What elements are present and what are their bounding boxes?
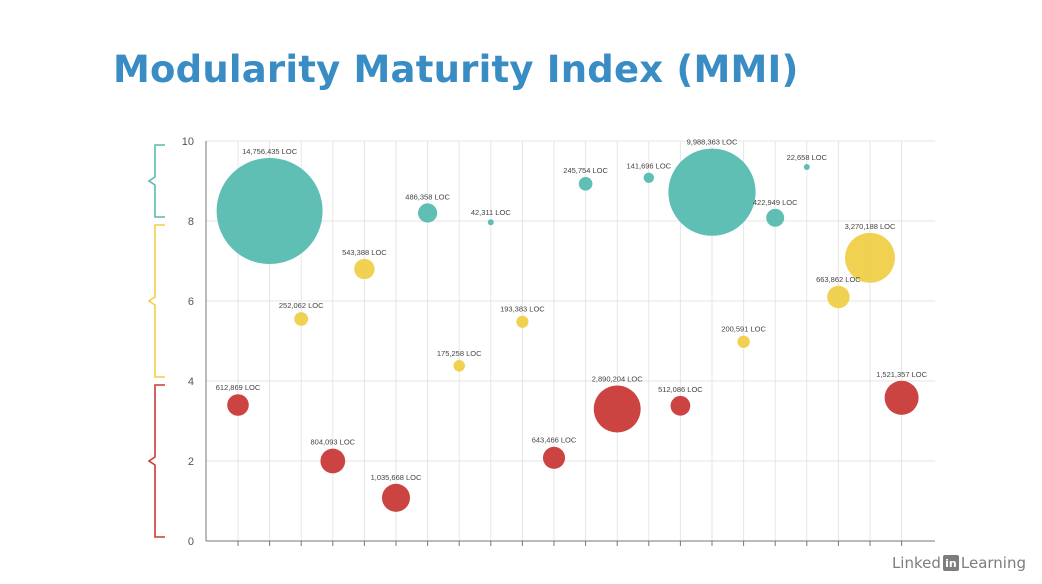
bubble-14 <box>643 172 654 183</box>
y-tick-label-10: 10 <box>182 136 194 148</box>
linkedin-logo-icon: in <box>942 555 959 571</box>
bubble-8 <box>453 360 465 372</box>
bubble-10 <box>516 315 529 328</box>
bubble-label-18: 422,949 LOC <box>753 198 798 207</box>
bubble-label-19: 22,658 LOC <box>787 153 828 162</box>
bubble-label-22: 1,521,357 LOC <box>876 370 927 379</box>
bubble-4 <box>320 448 346 474</box>
bubble-label-14: 141,696 LOC <box>626 162 671 171</box>
bubble-16 <box>668 148 756 236</box>
bubble-label-1: 612,869 LOC <box>216 383 261 392</box>
bubble-label-16: 9,988,363 LOC <box>687 138 738 147</box>
bubble-label-10: 193,383 LOC <box>500 305 545 314</box>
bubble-label-9: 42,311 LOC <box>471 208 511 217</box>
bubble-3 <box>294 312 309 326</box>
bubble-2 <box>216 158 323 264</box>
bubble-15 <box>670 395 691 416</box>
chart-axes: 0 2 4 6 8 10 <box>182 136 935 548</box>
watermark-text-learning: Learning <box>960 554 1026 572</box>
bubble-label-3: 252,062 LOC <box>279 301 324 310</box>
bubble-label-17: 200,591 LOC <box>721 325 766 334</box>
bubble-20 <box>827 285 850 309</box>
chart-bubble-labels: 612,869 LOC 14,756,435 LOC 252,062 LOC 804,… <box>216 138 928 482</box>
range-bracket-0 <box>147 144 165 218</box>
bubble-11 <box>542 446 566 469</box>
bubble-21 <box>845 232 895 283</box>
page-title: Modularity Maturity Index (MMI) <box>113 48 799 91</box>
bubble-9 <box>487 219 494 226</box>
linkedin-learning-watermark: Linked in Learning <box>892 554 1026 572</box>
bubble-label-5: 543,388 LOC <box>342 248 387 257</box>
y-tick-label-6: 6 <box>188 296 194 308</box>
range-bracket-2 <box>147 384 165 538</box>
y-tick-label-0: 0 <box>188 536 194 548</box>
bubble-label-6: 1,035,668 LOC <box>371 473 422 482</box>
bubble-5 <box>354 258 375 280</box>
bubble-label-11: 643,466 LOC <box>532 436 577 445</box>
bubble-label-2: 14,756,435 LOC <box>242 147 298 156</box>
y-tick-label-4: 4 <box>188 376 194 388</box>
bubble-label-7: 486,358 LOC <box>405 192 450 201</box>
bubble-13 <box>593 385 641 433</box>
chart-bubbles <box>216 148 919 512</box>
range-brackets <box>147 144 165 538</box>
bubble-22 <box>884 380 919 415</box>
bubble-label-12: 245,754 LOC <box>563 166 608 175</box>
bubble-12 <box>578 176 593 191</box>
bubble-19 <box>803 164 810 170</box>
bubble-label-21: 3,270,188 LOC <box>845 222 896 231</box>
bubble-17 <box>737 335 750 348</box>
bubble-6 <box>381 483 411 512</box>
bubble-label-8: 175,258 LOC <box>437 349 482 358</box>
bubble-label-20: 663,862 LOC <box>816 275 861 284</box>
bubble-7 <box>417 203 438 223</box>
watermark-text-linked: Linked <box>891 554 941 572</box>
y-tick-label-2: 2 <box>188 456 194 468</box>
bubble-1 <box>227 394 249 416</box>
y-tick-label-8: 8 <box>188 216 194 228</box>
range-bracket-1 <box>147 224 165 378</box>
bubble-label-4: 804,093 LOC <box>310 438 355 447</box>
bubble-label-15: 512,086 LOC <box>658 385 703 394</box>
bubble-18 <box>766 208 785 227</box>
bubble-label-13: 2,890,204 LOC <box>592 375 643 384</box>
